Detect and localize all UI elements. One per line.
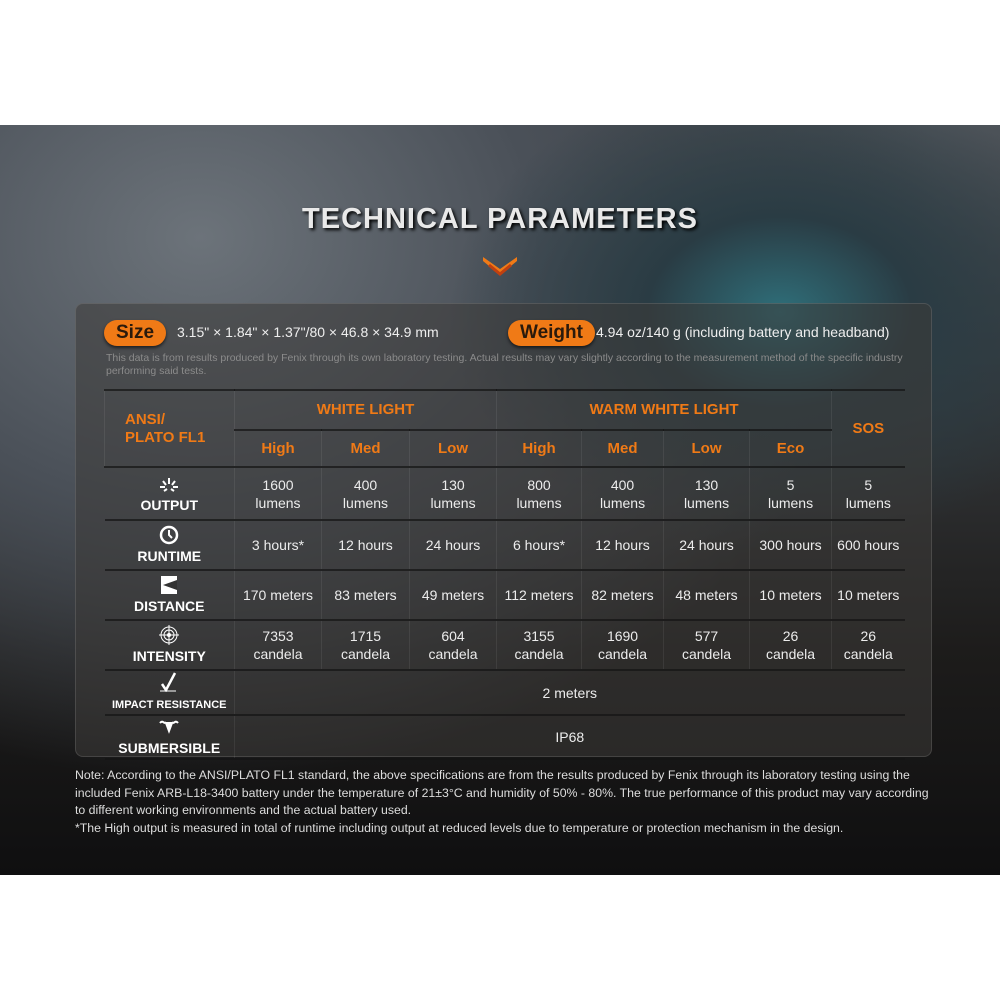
mode-header: High <box>234 430 322 468</box>
table-cell: 82 meters <box>581 570 664 621</box>
table-cell: 49 meters <box>408 570 497 621</box>
table-cell: 24 hours <box>408 520 497 571</box>
table-cell: 400 lumens <box>581 467 664 521</box>
table-cell: 10 meters <box>749 570 832 621</box>
table-cell: 2 meters <box>233 670 905 716</box>
row-label: DISTANCE <box>104 570 235 621</box>
table-cell: 604 candela <box>408 620 497 671</box>
sunburst-icon <box>160 477 179 492</box>
table-row: RUNTIME 3 hours* 12 hours 24 hours 6 hours* 1… <box>104 520 905 571</box>
table-cell: 5 lumens <box>831 467 905 521</box>
row-label: RUNTIME <box>104 520 235 571</box>
table-cell: IP68 <box>233 715 905 760</box>
table-cell: 83 meters <box>321 570 410 621</box>
table-cell: 1715 candela <box>321 620 410 671</box>
weight-badge: Weight <box>508 320 595 346</box>
table-cell: 112 meters <box>496 570 582 621</box>
spec-table: ANSI/PLATO FL1 WHITE LIGHT WARM WHITE LI… <box>104 389 905 760</box>
note-asterisk: *The High output is measured in total of… <box>75 820 844 835</box>
table-row: DISTANCE 170 meters 83 meters 49 meters 112 … <box>104 570 905 621</box>
table-cell: 26 candela <box>749 620 832 671</box>
table-row: IMPACT RESISTANCE 2 meters <box>104 670 905 716</box>
table-cell: 26 candela <box>831 620 905 671</box>
page-title: TECHNICAL PARAMETERS <box>302 203 698 235</box>
water-icon <box>159 720 180 734</box>
table-cell: 6 hours* <box>496 520 582 571</box>
table-cell: 400 lumens <box>321 467 410 521</box>
table-cell: 7353 candela <box>234 620 322 671</box>
banner: TECHNICAL PARAMETERS Size 3.15" × 1.84" … <box>0 125 1000 875</box>
row-label: OUTPUT <box>104 467 235 521</box>
table-row: INTENSITY 7353 candela 1715 candela 604 candel… <box>104 620 905 671</box>
table-cell: 3155 candela <box>496 620 582 671</box>
impact-check-icon <box>160 671 177 692</box>
note-text: Note: According to the ANSI/PLATO FL1 st… <box>75 768 929 817</box>
target-icon <box>159 625 180 645</box>
table-cell: 12 hours <box>581 520 664 571</box>
group-sos: SOS <box>831 390 905 468</box>
table-cell: 12 hours <box>321 520 410 571</box>
mode-header: Low <box>663 430 750 468</box>
row-label: IMPACT RESISTANCE <box>104 670 235 716</box>
table-cell: 170 meters <box>234 570 322 621</box>
mode-header: Med <box>321 430 410 468</box>
mode-header: High <box>496 430 582 468</box>
table-cell: 24 hours <box>663 520 750 571</box>
mode-header: Med <box>581 430 664 468</box>
mode-header: Low <box>408 430 497 468</box>
table-cell: 10 meters <box>831 570 905 621</box>
footnote: Note: According to the ANSI/PLATO FL1 st… <box>75 767 935 837</box>
disclaimer: This data is from results produced by Fe… <box>106 352 903 377</box>
row-label: SUBMERSIBLE <box>104 715 235 760</box>
standard-label: ANSI/PLATO FL1 <box>104 390 235 468</box>
table-cell: 600 hours <box>831 520 905 571</box>
table-cell: 130 lumens <box>663 467 750 521</box>
table-cell: 1690 candela <box>581 620 664 671</box>
table-cell: 1600 lumens <box>234 467 322 521</box>
table-cell: 130 lumens <box>408 467 497 521</box>
beam-distance-icon <box>161 576 178 594</box>
table-cell: 577 candela <box>663 620 750 671</box>
group-warm-white-light: WARM WHITE LIGHT <box>496 390 832 431</box>
table-cell: 3 hours* <box>234 520 322 571</box>
weight-value: 4.94 oz/140 g (including battery and hea… <box>596 324 890 340</box>
group-white-light: WHITE LIGHT <box>233 390 497 431</box>
size-value: 3.15" × 1.84" × 1.37"/80 × 46.8 × 34.9 m… <box>177 324 439 340</box>
chevron-down-icon <box>483 257 517 276</box>
clock-icon <box>160 525 179 545</box>
table-row: SUBMERSIBLE IP68 <box>104 715 905 760</box>
table-cell: 48 meters <box>663 570 750 621</box>
row-label: INTENSITY <box>104 620 235 671</box>
table-cell: 300 hours <box>749 520 832 571</box>
mode-header: Eco <box>749 430 832 468</box>
table-cell: 800 lumens <box>496 467 582 521</box>
table-row: OUTPUT 1600 lumens 400 lumens 130 lumens 800 lum… <box>104 467 905 521</box>
size-badge: Size <box>104 320 167 346</box>
table-cell: 5 lumens <box>749 467 832 521</box>
spec-panel: Size 3.15" × 1.84" × 1.37"/80 × 46.8 × 3… <box>75 303 932 760</box>
